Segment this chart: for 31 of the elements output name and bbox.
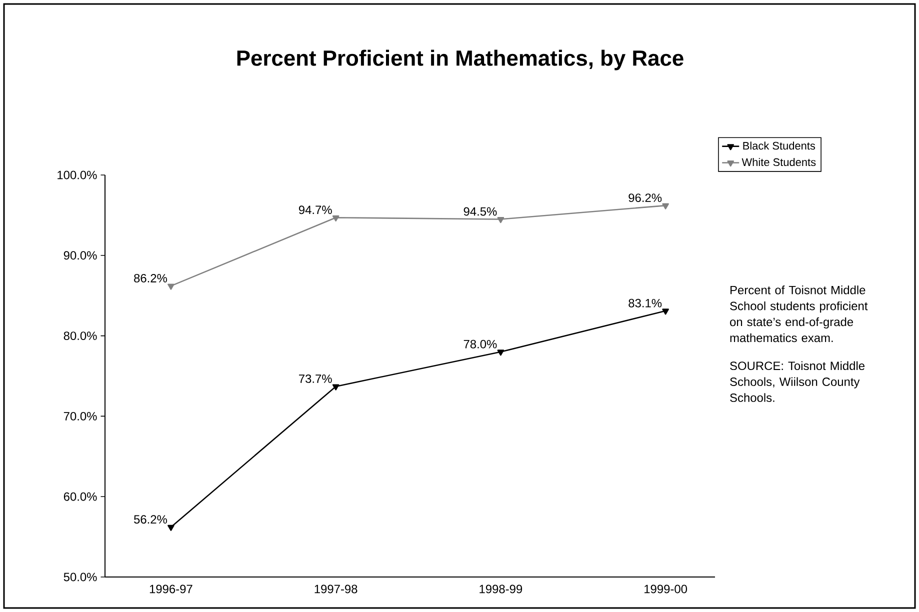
data-label: 83.1% (628, 298, 662, 308)
data-label: 86.2% (134, 274, 167, 282)
y-tick-label: 80.0% (64, 332, 97, 340)
data-label: 78.0% (464, 340, 497, 348)
data-label: 94.5% (464, 207, 497, 216)
text: Percent of Toisnot Middle School students proficient on state’s end-of-grade mathematics exam. (730, 286, 868, 342)
y-tick-label: 70.0% (64, 412, 97, 420)
legend-label: White Students (742, 158, 816, 166)
source-note: SOURCE: Toisnot Middle Schools, Wiilson County Schools. (730, 361, 865, 402)
data-label: 73.7% (299, 374, 332, 383)
y-tick-label: 60.0% (64, 492, 97, 501)
legend-label: Black Students (743, 142, 816, 150)
y-tick-label: 50.0% (64, 572, 97, 582)
x-tick-label: 1998-99 (480, 584, 522, 594)
x-tick-label: 1999-00 (644, 584, 688, 594)
x-tick-label: 1996-97 (150, 584, 192, 594)
point (168, 284, 174, 290)
point (662, 203, 669, 210)
point (168, 524, 174, 531)
data-label: 94.7% (298, 206, 332, 214)
y-tick-label: 100.0% (58, 170, 97, 180)
point (497, 216, 504, 224)
point (332, 215, 340, 222)
point (497, 350, 504, 356)
y-tick-label: 90.0% (64, 251, 97, 260)
x-tick-label: 1997-98 (314, 584, 358, 594)
data-label: 56.2% (134, 515, 167, 524)
point (332, 384, 340, 390)
point (662, 308, 669, 315)
data-label: 96.2% (628, 194, 662, 202)
chart-title: Percent Proficient in Mathematics, by Race (237, 50, 684, 70)
